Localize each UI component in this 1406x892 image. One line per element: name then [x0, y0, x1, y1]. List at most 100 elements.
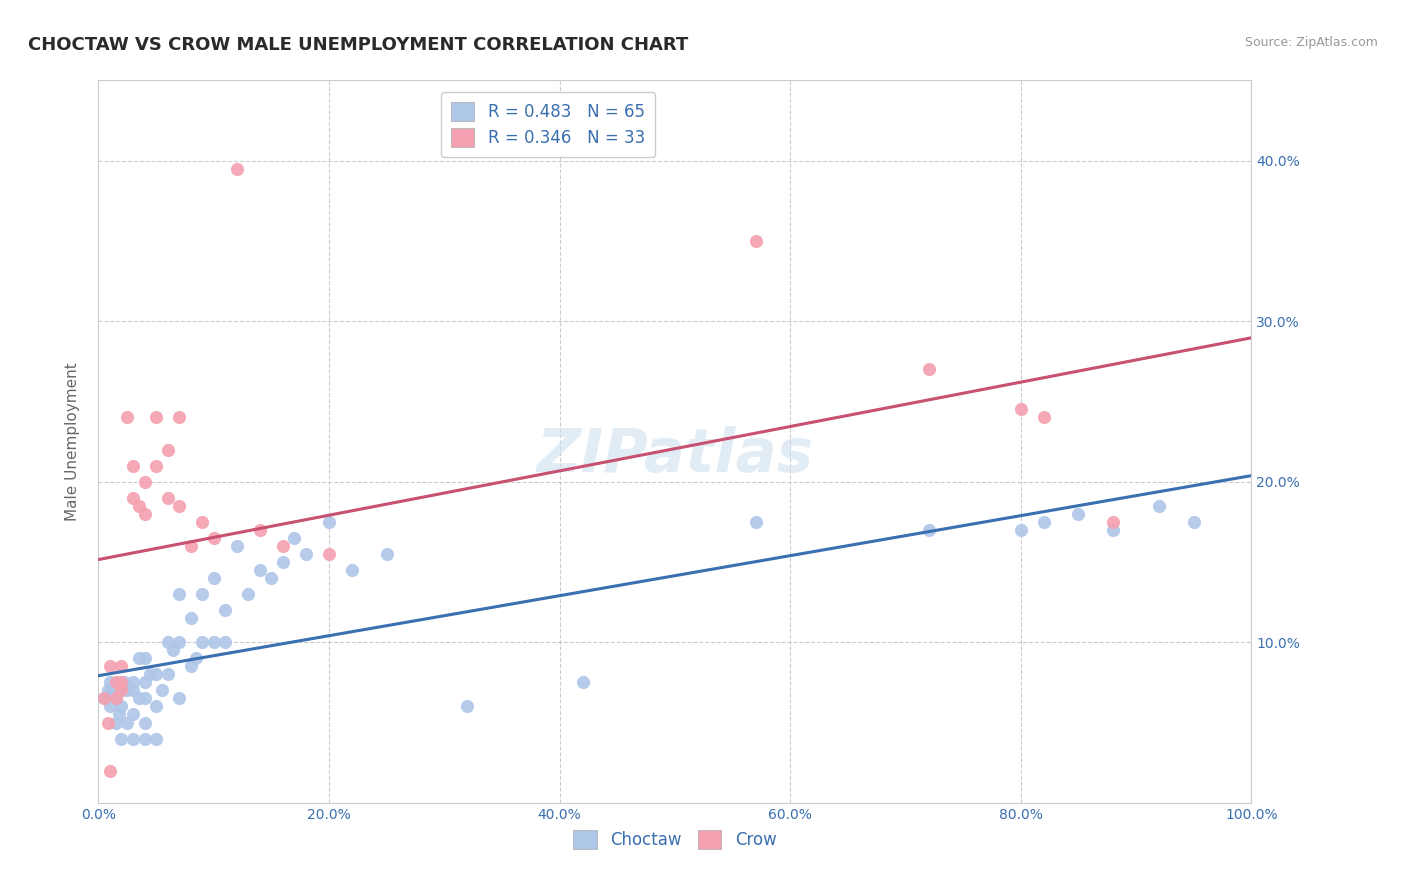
Point: [186, 651, 208, 665]
Point: [134, 675, 156, 690]
Point: [225, 161, 247, 176]
Legend: Choctaw, Crow: Choctaw, Crow: [567, 823, 783, 856]
Point: [214, 635, 236, 649]
Point: [122, 491, 145, 505]
Point: [260, 571, 283, 585]
Point: [191, 635, 214, 649]
Point: [145, 458, 167, 473]
Point: [917, 523, 939, 537]
Point: [1147, 499, 1170, 513]
Point: [318, 515, 340, 529]
Point: [271, 539, 294, 553]
Text: ZIPatlas: ZIPatlas: [536, 426, 814, 485]
Point: [917, 362, 939, 376]
Point: [117, 410, 139, 425]
Point: [156, 491, 179, 505]
Point: [150, 683, 173, 698]
Point: [162, 643, 184, 657]
Point: [340, 563, 363, 577]
Point: [1102, 515, 1125, 529]
Point: [128, 691, 150, 706]
Point: [110, 659, 132, 673]
Point: [145, 667, 167, 681]
Point: [134, 651, 156, 665]
Point: [167, 499, 190, 513]
Point: [98, 699, 121, 714]
Point: [214, 603, 236, 617]
Point: [97, 683, 120, 698]
Point: [318, 547, 340, 561]
Point: [128, 651, 150, 665]
Point: [1067, 507, 1090, 521]
Point: [98, 675, 121, 690]
Point: [249, 523, 271, 537]
Point: [128, 499, 150, 513]
Point: [134, 691, 156, 706]
Point: [122, 458, 145, 473]
Point: [93, 691, 115, 706]
Point: [1182, 515, 1205, 529]
Point: [295, 547, 318, 561]
Point: [1010, 523, 1032, 537]
Point: [375, 547, 398, 561]
Point: [744, 515, 766, 529]
Point: [110, 683, 132, 698]
Point: [283, 531, 305, 545]
Point: [145, 699, 167, 714]
Point: [134, 507, 156, 521]
Point: [202, 571, 225, 585]
Point: [134, 731, 156, 746]
Point: [1010, 402, 1032, 417]
Point: [191, 587, 214, 601]
Point: [122, 707, 145, 722]
Point: [134, 475, 156, 489]
Point: [110, 683, 132, 698]
Point: [122, 731, 145, 746]
Point: [93, 691, 115, 706]
Point: [1032, 410, 1054, 425]
Point: [167, 587, 190, 601]
Y-axis label: Male Unemployment: Male Unemployment: [65, 362, 80, 521]
Point: [238, 587, 260, 601]
Point: [97, 715, 120, 730]
Point: [122, 683, 145, 698]
Point: [167, 691, 190, 706]
Point: [225, 539, 247, 553]
Point: [202, 635, 225, 649]
Point: [1032, 515, 1054, 529]
Point: [145, 410, 167, 425]
Point: [117, 715, 139, 730]
Point: [110, 731, 132, 746]
Point: [122, 675, 145, 690]
Point: [110, 699, 132, 714]
Point: [249, 563, 271, 577]
Point: [108, 707, 131, 722]
Point: [180, 659, 202, 673]
Point: [167, 410, 190, 425]
Point: [156, 635, 179, 649]
Point: [98, 764, 121, 778]
Point: [104, 691, 127, 706]
Point: [104, 715, 127, 730]
Point: [156, 667, 179, 681]
Point: [110, 675, 132, 690]
Point: [744, 234, 766, 248]
Point: [139, 667, 162, 681]
Point: [101, 683, 124, 698]
Point: [191, 515, 214, 529]
Point: [1102, 523, 1125, 537]
Point: [117, 683, 139, 698]
Point: [202, 531, 225, 545]
Point: [180, 611, 202, 625]
Point: [271, 555, 294, 569]
Point: [167, 635, 190, 649]
Point: [98, 659, 121, 673]
Point: [104, 691, 127, 706]
Point: [104, 675, 127, 690]
Text: Source: ZipAtlas.com: Source: ZipAtlas.com: [1244, 36, 1378, 49]
Point: [145, 731, 167, 746]
Point: [134, 715, 156, 730]
Text: CHOCTAW VS CROW MALE UNEMPLOYMENT CORRELATION CHART: CHOCTAW VS CROW MALE UNEMPLOYMENT CORREL…: [28, 36, 689, 54]
Point: [456, 699, 478, 714]
Point: [571, 675, 593, 690]
